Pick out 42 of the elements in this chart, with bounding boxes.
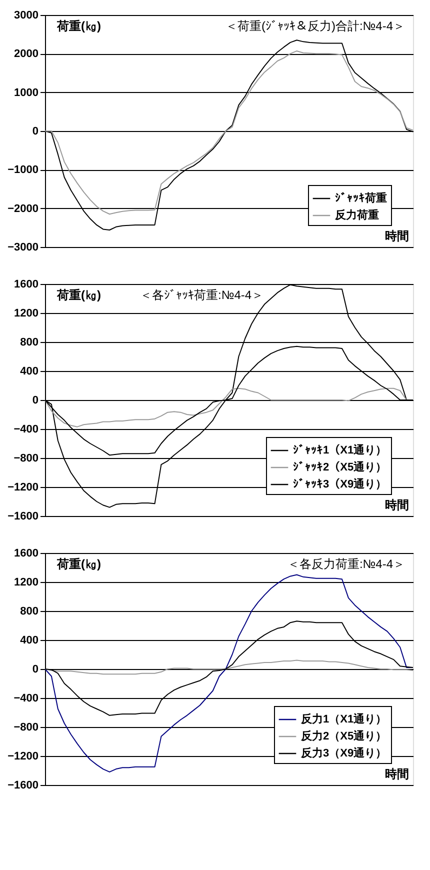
y-tick-label: −1600 (8, 780, 38, 792)
x-axis-title: 時間 (385, 767, 409, 781)
y-tick-label: 1200 (14, 308, 38, 320)
x-axis-title: 時間 (385, 498, 409, 512)
y-tick-label: −1200 (8, 482, 38, 494)
legend-label: 反力荷重 (334, 208, 379, 222)
y-tick-label: 1600 (14, 548, 38, 560)
legend-label: 反力3（X9通り） (300, 746, 387, 760)
y-axis-title: 荷重(㎏) (56, 19, 101, 33)
y-tick-label: 400 (20, 366, 38, 378)
legend-label: 反力2（X5通り） (300, 730, 387, 742)
y-tick-label: −1200 (8, 750, 38, 762)
y-tick-label: 1000 (14, 86, 38, 99)
y-tick-label: −1000 (8, 164, 38, 176)
y-tick-label: −2000 (8, 202, 38, 215)
legend-label: ｼﾞｬｯｷ荷重 (335, 192, 387, 204)
chart-title: ＜各ｼﾞｬｯｷ荷重:№4-4＞ (140, 288, 264, 302)
y-tick-label: −1600 (8, 510, 38, 522)
y-tick-label: 2000 (14, 48, 38, 60)
y-tick-label: 800 (20, 336, 38, 348)
y-tick-label: 400 (20, 634, 38, 646)
legend-label: ｼﾞｬｯｷ1（X1通り） (293, 444, 387, 456)
y-tick-label: 1200 (14, 576, 38, 588)
y-tick-label: 0 (32, 664, 38, 676)
y-tick-label: 800 (20, 606, 38, 618)
y-tick-label: 1600 (14, 278, 38, 290)
chart-title: ＜各反力荷重:№4-4＞ (287, 557, 405, 571)
legend-label: ｼﾞｬｯｷ2（X5通り） (293, 460, 387, 474)
y-axis-title: 荷重(㎏) (56, 288, 101, 302)
y-axis-title: 荷重(㎏) (56, 557, 101, 571)
chart-title: ＜荷重(ｼﾞｬｯｷ＆反力)合計:№4-4＞ (225, 19, 405, 33)
legend-label: 反力1（X1通り） (300, 712, 387, 726)
y-tick-label: 0 (32, 126, 38, 138)
legend-label: ｼﾞｬｯｷ3（X9通り） (293, 478, 387, 490)
y-tick-label: −800 (14, 722, 38, 734)
y-tick-label: 3000 (14, 10, 38, 22)
y-tick-label: −400 (14, 692, 38, 704)
y-tick-label: −400 (14, 424, 38, 436)
y-tick-label: −800 (14, 452, 38, 464)
y-tick-label: −3000 (8, 242, 38, 254)
x-axis-title: 時間 (385, 229, 409, 243)
y-tick-label: 0 (32, 394, 38, 406)
